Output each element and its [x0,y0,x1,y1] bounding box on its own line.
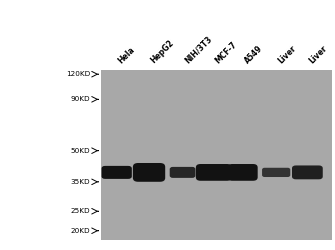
FancyBboxPatch shape [133,163,165,182]
Text: NIH/3T3: NIH/3T3 [183,34,213,65]
Text: 50KD: 50KD [71,148,90,154]
FancyBboxPatch shape [102,166,132,179]
Text: HepG2: HepG2 [149,38,176,65]
Text: 90KD: 90KD [71,96,90,102]
Text: 35KD: 35KD [71,179,90,185]
Text: Liver: Liver [276,44,298,65]
FancyBboxPatch shape [292,166,323,179]
Text: 120KD: 120KD [66,71,90,77]
Text: A549: A549 [243,44,264,65]
Text: MCF-7: MCF-7 [214,40,239,65]
FancyBboxPatch shape [227,164,258,181]
Text: Liver: Liver [308,44,329,65]
FancyBboxPatch shape [262,168,290,177]
FancyBboxPatch shape [170,167,195,178]
Text: Hela: Hela [117,45,137,65]
Text: 20KD: 20KD [71,228,90,234]
FancyBboxPatch shape [196,164,232,181]
Bar [100,70,332,240]
Text: 25KD: 25KD [71,208,90,214]
